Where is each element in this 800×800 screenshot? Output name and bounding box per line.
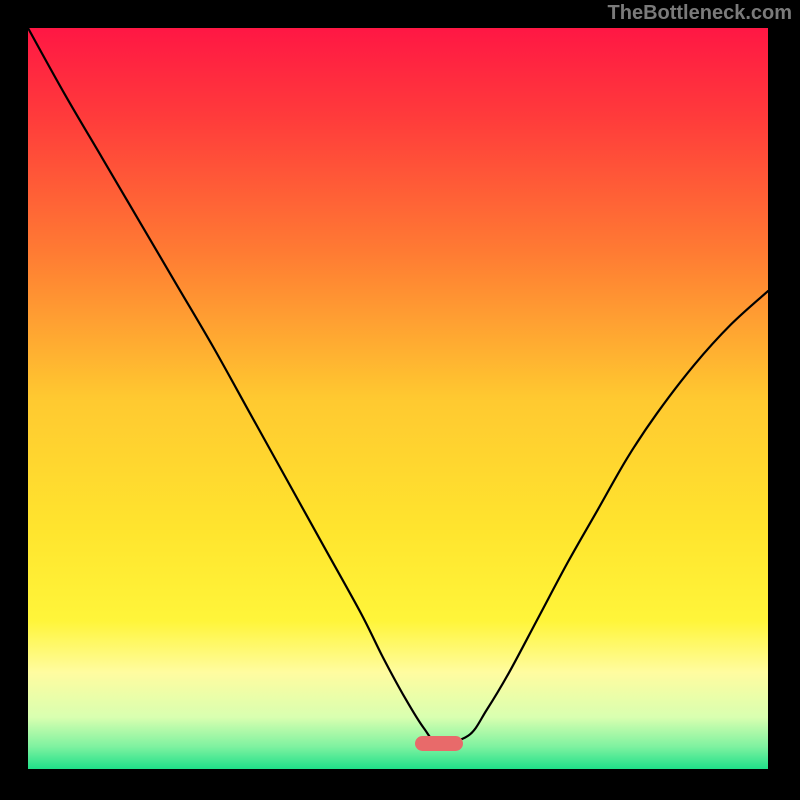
bottleneck-curve-path [28, 28, 768, 743]
optimal-marker [415, 736, 463, 751]
chart-root: TheBottleneck.com [0, 0, 800, 800]
plot-area [28, 28, 768, 769]
watermark-text: TheBottleneck.com [608, 2, 792, 25]
curve-svg-layer [28, 28, 768, 769]
